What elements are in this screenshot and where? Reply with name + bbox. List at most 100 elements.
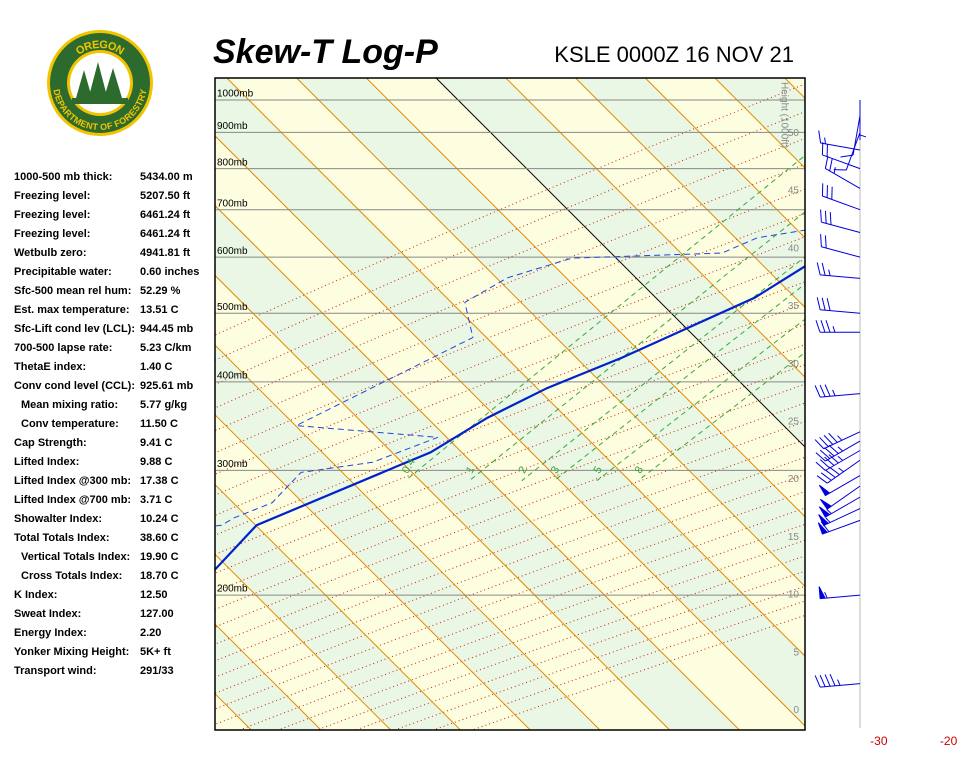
mixing-ratio-label: 1 (464, 464, 477, 475)
mixing-ratio-label: 5 (591, 464, 604, 475)
isotherm-band (215, 78, 805, 726)
wind-barb (815, 320, 860, 333)
wind-barb (814, 673, 861, 688)
index-label: Mean mixing ratio: (21, 398, 119, 411)
index-row: Freezing level: 5207.50 ft (14, 186, 214, 205)
index-value: 6461.24 ft (140, 227, 191, 240)
index-label: Energy Index: (14, 626, 87, 639)
index-row: Est. max temperature: 13.51 C (14, 300, 214, 319)
index-label: ThetaE index: (14, 360, 87, 373)
index-row: Conv temperature: 11.50 C (14, 414, 214, 433)
isotherm (296, 78, 805, 588)
index-row: 1000-500 mb thick: 5434.00 m (14, 167, 214, 186)
dry-adiabat (215, 490, 805, 710)
plot-border (214, 77, 806, 731)
index-value: 4941.81 ft (140, 246, 191, 259)
isotherm (215, 204, 740, 730)
index-label: Conv cond level (CCL): (14, 379, 136, 392)
index-label: Total Totals Index: (14, 531, 110, 544)
index-value: 17.38 C (140, 474, 179, 487)
index-row: Lifted Index: 9.88 C (14, 452, 214, 471)
index-row: Yonker Mixing Height: 5K+ ft (14, 642, 214, 661)
index-value: 13.51 C (140, 303, 179, 316)
y2-axis-title: Height (1000ft) (778, 82, 789, 148)
chart-subtitle: KSLE 0000Z 16 NOV 21 (554, 42, 794, 67)
y-tick-label: 500mb (217, 302, 248, 313)
index-row: Energy Index: 2.20 (14, 623, 214, 642)
index-label: Est. max temperature: (14, 303, 130, 316)
y-tick-label: 300mb (217, 459, 248, 470)
index-row: Cross Totals Index: 18.70 C (14, 566, 214, 585)
index-label: Yonker Mixing Height: (14, 645, 130, 658)
index-row: Wetbulb zero: 4941.81 ft (14, 243, 214, 262)
index-value: 12.50 (140, 588, 168, 601)
index-label: Sfc-Lift cond lev (LCL): (14, 322, 135, 335)
index-label: Sweat Index: (14, 607, 82, 620)
dry-adiabat (470, 614, 805, 730)
index-label: Lifted Index @300 mb: (14, 474, 132, 487)
index-value: 127.00 (140, 607, 174, 620)
dry-adiabat (215, 212, 805, 454)
wind-barb (816, 297, 861, 314)
wind-barb (818, 475, 861, 497)
index-row: Freezing level: 6461.24 ft (14, 224, 214, 243)
mixing-ratio-line (596, 318, 805, 482)
wind-barb (859, 99, 867, 140)
index-row: Vertical Totals Index: 19.90 C (14, 547, 214, 566)
index-label: Lifted Index: (14, 455, 80, 468)
index-value: 5.77 g/kg (140, 398, 188, 411)
index-row: K Index: 12.50 (14, 585, 214, 604)
mixing-ratio-label: 3 (549, 464, 562, 475)
index-row: Total Totals Index: 38.60 C (14, 528, 214, 547)
mixing-ratio-line (404, 154, 805, 482)
index-row: Sfc-Lift cond lev (LCL): 944.45 mb (14, 319, 214, 338)
index-value: 18.70 C (140, 569, 179, 582)
y-tick-label: 200mb (217, 584, 248, 595)
isotherm (226, 78, 805, 657)
y2-tick-label: 40 (788, 243, 800, 254)
isotherm (435, 78, 805, 448)
index-value: 5434.00 m (140, 170, 193, 183)
logo-top: OREGON (74, 39, 126, 58)
index-value: 5207.50 ft (140, 189, 191, 202)
index-label: Transport wind: (14, 664, 97, 677)
index-row: Conv cond level (CCL): 925.61 mb (14, 376, 214, 395)
index-row: Lifted Index @700 mb: 3.71 C (14, 490, 214, 509)
index-label: 1000-500 mb thick: (14, 170, 113, 183)
index-label: Precipitable water: (14, 265, 112, 278)
isotherm (855, 78, 960, 730)
index-label: 700-500 lapse rate: (14, 341, 113, 354)
index-value: 0.60 inches (140, 265, 200, 278)
wind-barb (818, 496, 861, 518)
y2-tick-label: 45 (788, 186, 800, 197)
isotherm-band (784, 78, 805, 99)
wind-barb (818, 130, 861, 151)
index-row: Freezing level: 6461.24 ft (14, 205, 214, 224)
index-value: 2.20 (140, 626, 162, 639)
y-tick-label: 800mb (217, 157, 248, 168)
chart-title: Skew-T Log-P (213, 33, 438, 71)
isotherm (784, 78, 805, 99)
index-label: Vertical Totals Index: (21, 550, 131, 563)
wind-barb (816, 262, 861, 279)
index-row: Sweat Index: 127.00 (14, 604, 214, 623)
sounding-line (215, 265, 805, 572)
isotherm (575, 78, 805, 309)
index-value: 291/33 (140, 664, 174, 677)
x-tick-label: -20 (940, 734, 958, 748)
isotherm (215, 414, 531, 730)
isotherm (215, 483, 461, 730)
index-label: Freezing level: (14, 227, 91, 240)
wind-barb (818, 586, 861, 600)
wind-barb (821, 183, 861, 211)
y2-tick-label: 20 (788, 474, 800, 485)
y2-tick-label: 0 (793, 705, 799, 716)
y-tick-label: 900mb (217, 121, 248, 132)
isotherm-band (215, 135, 805, 730)
index-row: Showalter Index: 10.24 C (14, 509, 214, 528)
y-tick-label: 400mb (217, 370, 248, 381)
index-value: 6461.24 ft (140, 208, 191, 221)
mixing-ratio-line (521, 256, 805, 482)
index-row: Transport wind: 291/33 (14, 661, 214, 680)
